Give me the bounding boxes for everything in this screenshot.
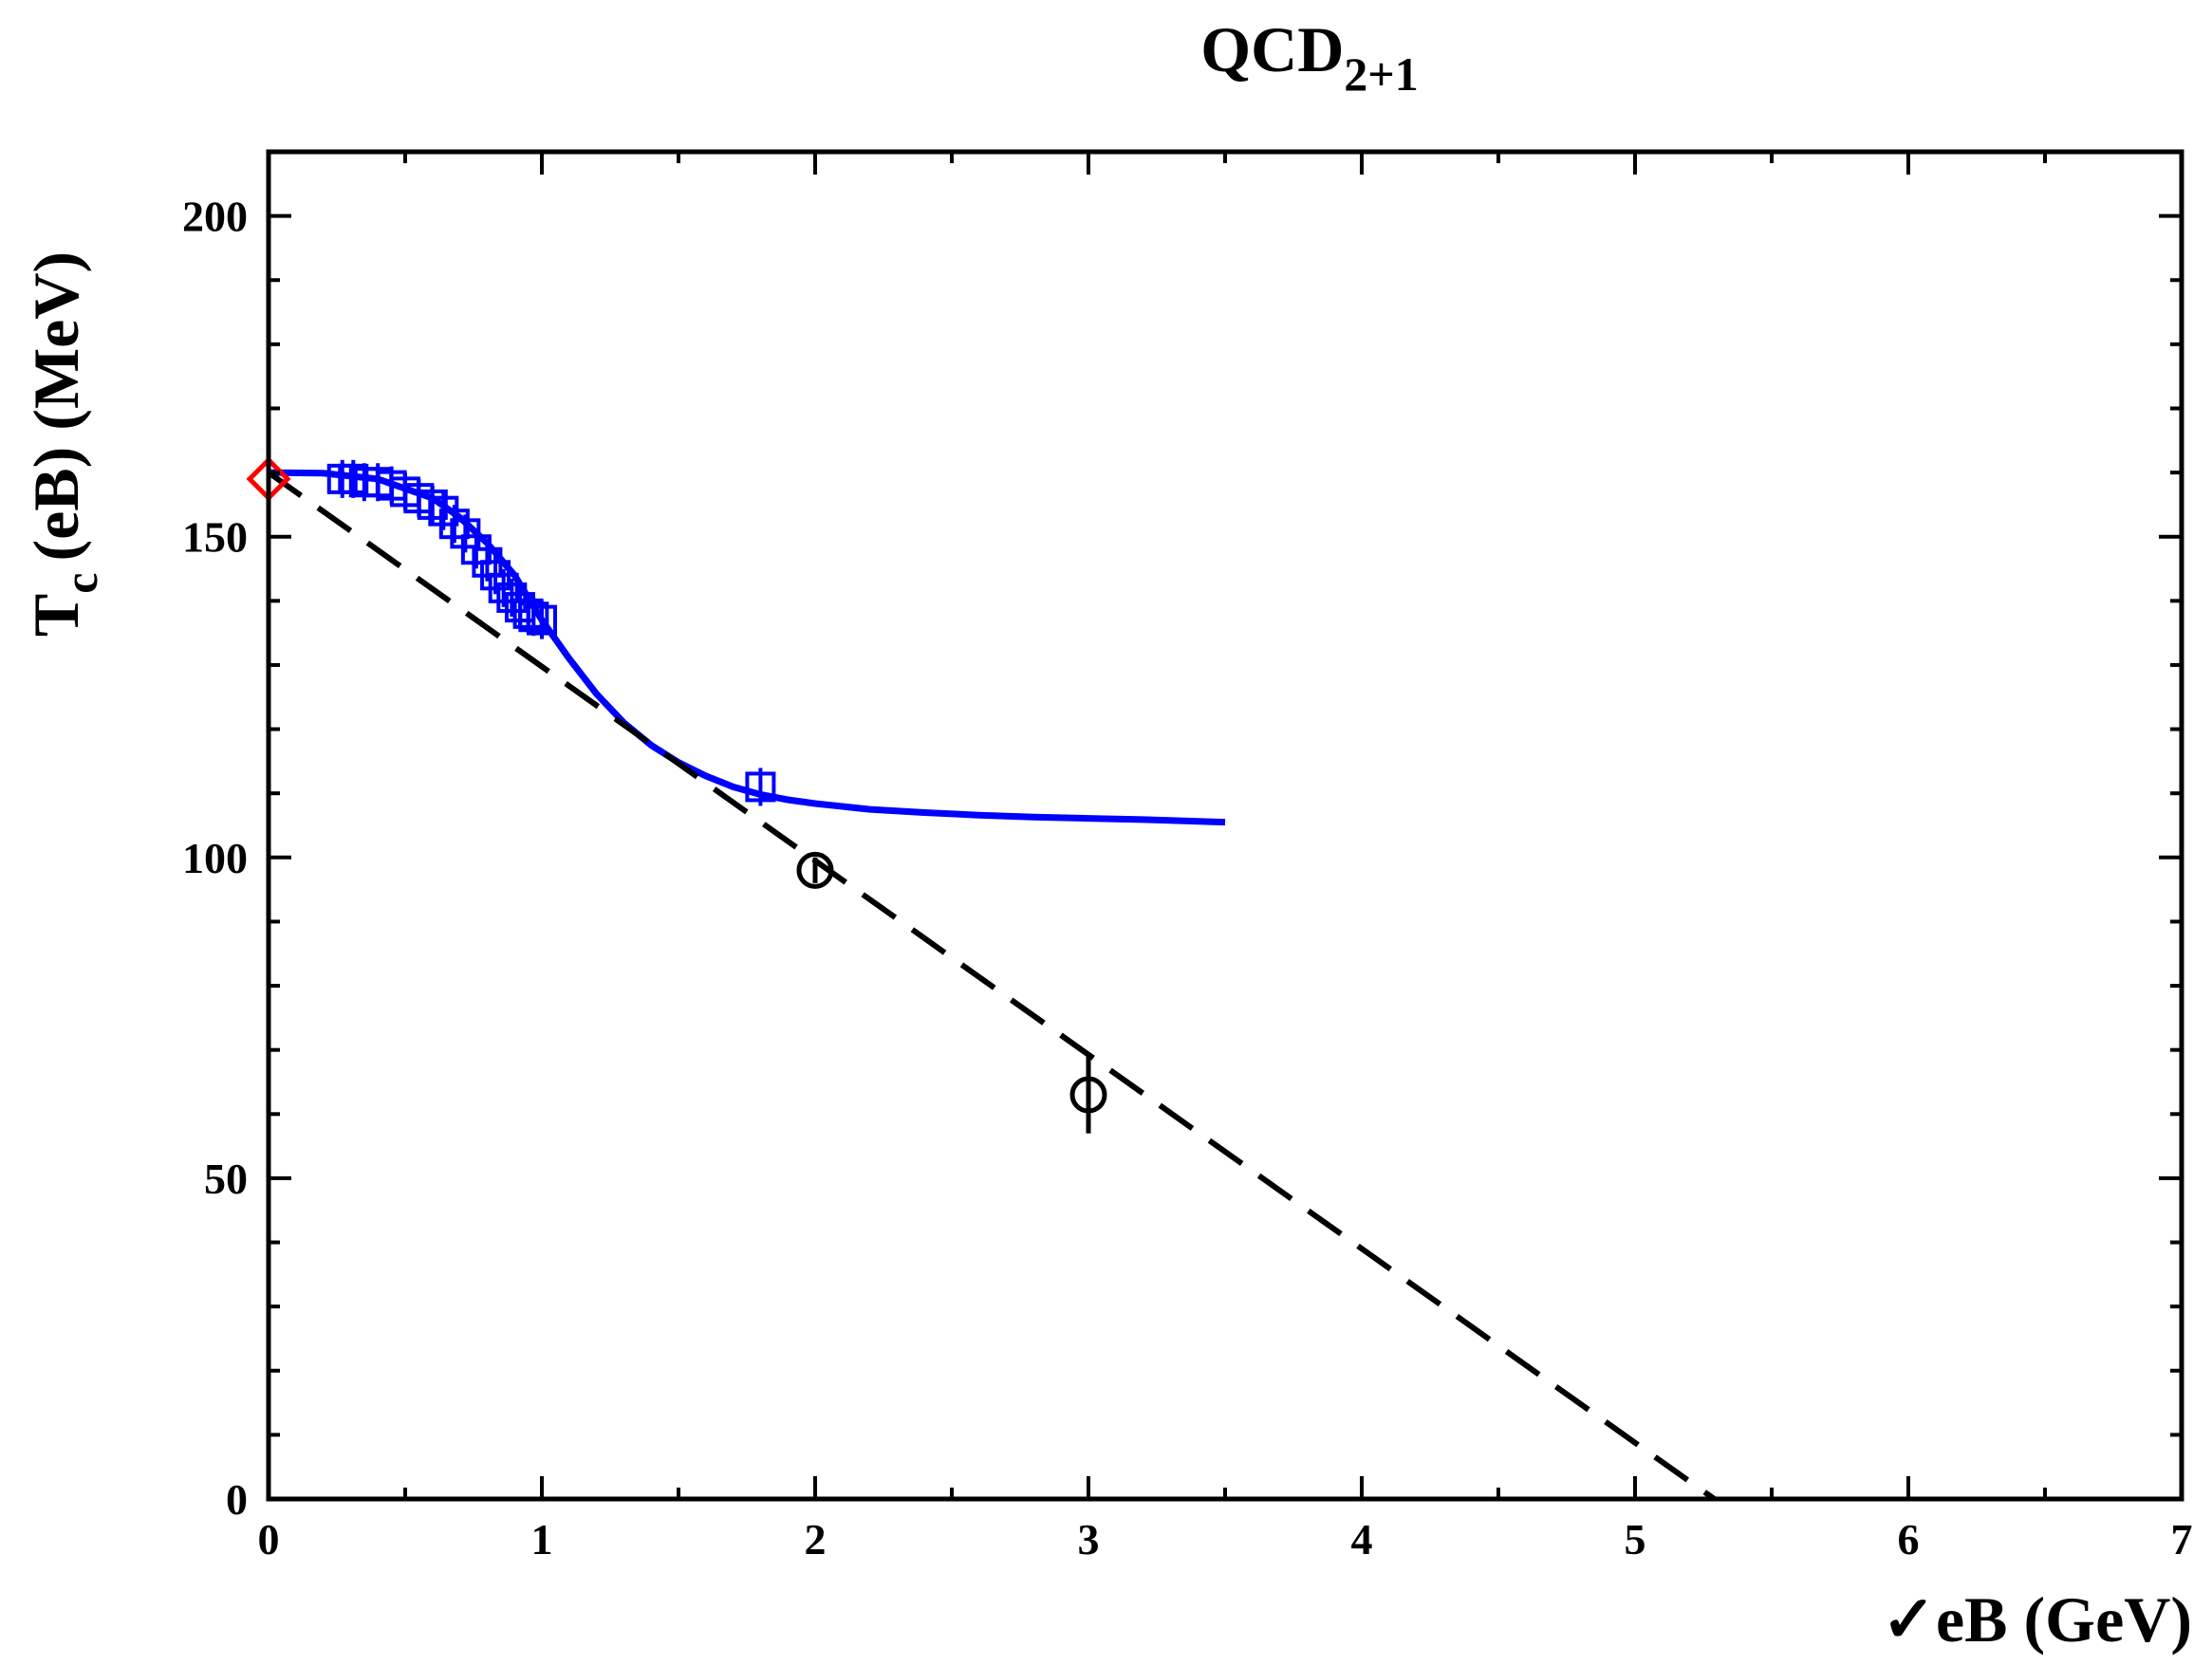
square-marker bbox=[496, 578, 528, 617]
x-tick-label: 2 bbox=[805, 1515, 827, 1563]
square-marker bbox=[338, 459, 369, 498]
y-tick-label: 0 bbox=[226, 1475, 248, 1524]
square-marker bbox=[488, 568, 519, 607]
y-axis-label: Tc(eB) (MeV) bbox=[20, 251, 107, 637]
x-tick-label: 5 bbox=[1625, 1515, 1646, 1563]
x-axis-label: ✓eB (GeV) bbox=[1882, 1583, 2192, 1656]
y-axis-label-subscript: c bbox=[54, 573, 107, 594]
tick-layer: 0 1 2 3 4 5 6 7 0 50 100 150 200 bbox=[182, 150, 2193, 1563]
plot-frame bbox=[266, 149, 2184, 1502]
circle-marker bbox=[1069, 1056, 1107, 1134]
y-tick-label: 50 bbox=[204, 1155, 248, 1203]
chart-title-subscript: 2+1 bbox=[1344, 47, 1419, 101]
square-marker bbox=[417, 485, 448, 524]
dashed-fit-line bbox=[267, 470, 1717, 1502]
solid-fit-curve bbox=[268, 469, 1226, 826]
square-marker bbox=[745, 768, 776, 806]
y-tick-label: 100 bbox=[182, 834, 248, 882]
circle-marker-ring bbox=[1069, 1076, 1107, 1114]
square-marker bbox=[527, 601, 557, 639]
x-tick-label: 3 bbox=[1078, 1515, 1100, 1563]
chart-title: QCD2+1 bbox=[1200, 13, 1419, 101]
square-marker bbox=[438, 505, 470, 544]
square-marker bbox=[518, 598, 549, 637]
circle-marker bbox=[796, 851, 834, 889]
x-tick-label: 0 bbox=[258, 1515, 280, 1563]
x-tick-label: 4 bbox=[1351, 1515, 1373, 1563]
square-marker bbox=[450, 514, 481, 553]
y-tick-label: 150 bbox=[182, 513, 248, 562]
x-tick-label: 6 bbox=[1898, 1515, 1920, 1563]
y-tick-label: 200 bbox=[182, 193, 248, 241]
x-tick-label: 1 bbox=[531, 1515, 553, 1563]
circle-marker-ring bbox=[796, 851, 834, 889]
label-layer: QCD2+1 ✓eB (GeV) Tc(eB) (MeV) bbox=[20, 13, 2192, 1656]
series-layer bbox=[246, 456, 1717, 1502]
x-tick-label: 7 bbox=[2171, 1515, 2193, 1563]
